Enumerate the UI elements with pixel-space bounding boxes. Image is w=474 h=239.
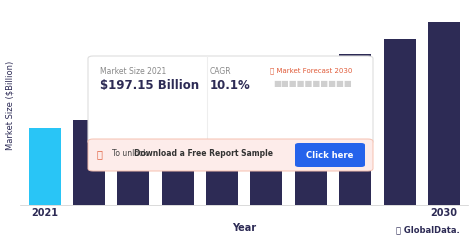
Text: ⓖ GlobalData.: ⓖ GlobalData.	[396, 225, 460, 234]
Bar	[339, 54, 371, 205]
Text: Click here: Click here	[306, 151, 354, 159]
Bar	[295, 68, 327, 205]
Text: ■■■■■■■■■■: ■■■■■■■■■■	[273, 79, 352, 88]
Bar	[383, 39, 416, 205]
Bar	[28, 128, 61, 205]
Text: 🔒: 🔒	[97, 149, 103, 159]
Bar	[206, 92, 238, 205]
Text: 10.1%: 10.1%	[210, 79, 251, 92]
Text: Download a Free Report Sample: Download a Free Report Sample	[134, 150, 273, 158]
Text: To unlock: To unlock	[112, 150, 150, 158]
X-axis label: Year: Year	[232, 223, 256, 234]
Text: 🔒 Market Forecast 2030: 🔒 Market Forecast 2030	[270, 67, 352, 74]
Y-axis label: Market Size ($Billion): Market Size ($Billion)	[6, 61, 15, 150]
Text: Market Size 2021: Market Size 2021	[100, 67, 166, 76]
Text: CAGR: CAGR	[210, 67, 232, 76]
Bar	[428, 22, 460, 205]
Text: $197.15 Billion: $197.15 Billion	[100, 79, 199, 92]
Bar	[73, 120, 105, 205]
Bar	[162, 102, 194, 205]
Bar	[250, 81, 283, 205]
Bar	[118, 112, 149, 205]
